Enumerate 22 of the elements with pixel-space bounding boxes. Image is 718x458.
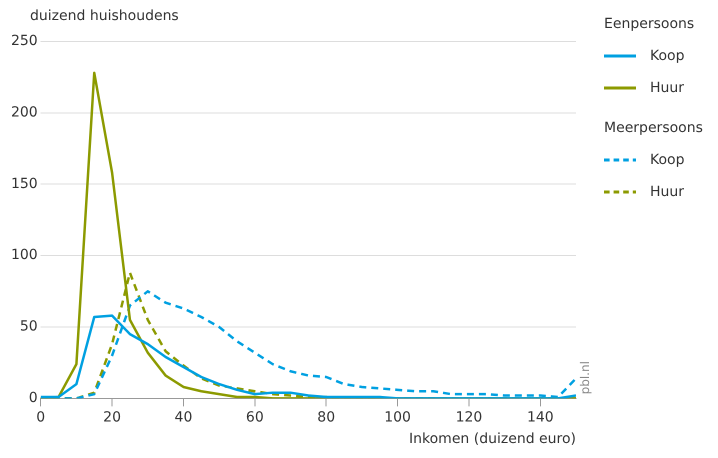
x-tick-label: 140 (526, 409, 554, 426)
text: Eenpersoons (604, 16, 696, 32)
y-tick-label: 250 (10, 33, 38, 50)
y-tick-label: 100 (10, 247, 38, 264)
legend-label: Koop (650, 48, 685, 64)
text: Meerpersoons (604, 120, 703, 136)
x-tick-label: 20 (103, 409, 122, 426)
text: pbl.nl (578, 361, 592, 394)
x-tick-label: 120 (456, 409, 482, 426)
legend-label: Koop (650, 152, 685, 168)
y-tick-label: 0 (28, 390, 38, 406)
x-tick-label: 100 (384, 409, 411, 426)
x-tick-label: 60 (246, 409, 264, 426)
x-tick-label: 40 (174, 409, 192, 426)
y-tick-label: 150 (10, 176, 38, 192)
legend-label: Huur (650, 80, 684, 96)
legend-label: Huur (650, 184, 684, 200)
y-tick-label: 200 (10, 104, 38, 120)
x-tick-label: 80 (317, 409, 336, 426)
y-tick-label: 50 (20, 318, 38, 335)
y-axis-title: duizend huishoudens (29, 8, 180, 26)
x-axis-title: Inkomen (duizend euro) (409, 431, 576, 448)
